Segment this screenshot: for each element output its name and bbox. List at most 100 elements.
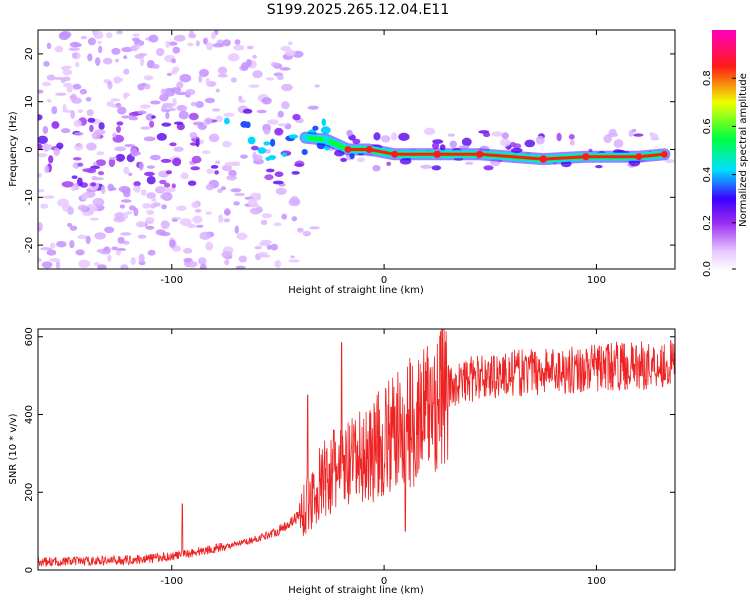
heatmap-cell <box>176 205 187 211</box>
top-y-tick-label: 10 <box>24 95 35 108</box>
heatmap-cell <box>38 189 45 193</box>
heatmap-cell <box>123 68 130 75</box>
heatmap-cell <box>77 162 84 167</box>
top-x-tick-label: 100 <box>587 275 606 286</box>
heatmap-cell <box>110 98 121 102</box>
heatmap-cell <box>92 197 105 207</box>
heatmap-cell <box>113 217 126 223</box>
heatmap-cell <box>277 110 284 118</box>
heatmap-cell <box>72 42 82 48</box>
heatmap-cell <box>176 81 184 89</box>
heatmap-cell <box>146 165 155 169</box>
heatmap-area <box>38 30 675 269</box>
heatmap-cell <box>648 132 655 137</box>
heatmap-cell <box>171 183 176 189</box>
heatmap-cell <box>272 180 284 185</box>
heatmap-cell <box>270 138 276 147</box>
heatmap-cell <box>240 62 249 71</box>
heatmap-cell <box>632 128 637 133</box>
heatmap-cell <box>500 138 511 147</box>
heatmap-cell <box>281 101 290 110</box>
heatmap-cell <box>71 97 82 104</box>
heatmap-cell <box>205 184 214 191</box>
heatmap-cell <box>247 136 256 145</box>
heatmap-cell <box>307 105 319 110</box>
heatmap-cell <box>69 240 75 249</box>
heatmap-cell <box>449 140 457 148</box>
heatmap-cell <box>51 106 58 115</box>
heatmap-cell <box>390 132 398 141</box>
heatmap-cell <box>40 247 52 251</box>
heatmap-cell <box>85 235 91 245</box>
heatmap-cell <box>222 140 232 148</box>
heatmap-cell <box>264 148 272 154</box>
heatmap-cell <box>38 135 48 144</box>
heatmap-cell <box>115 102 122 108</box>
heatmap-cell <box>250 145 259 151</box>
heatmap-point <box>661 150 668 158</box>
heatmap-cell <box>320 126 331 135</box>
heatmap-cell <box>133 181 141 187</box>
heatmap-cell <box>160 193 172 200</box>
heatmap-cell <box>233 44 245 51</box>
heatmap-cell <box>118 185 131 193</box>
heatmap-cell <box>107 183 114 192</box>
heatmap-cell <box>266 244 272 250</box>
heatmap-cell <box>117 236 125 244</box>
heatmap-cell <box>75 61 80 68</box>
heatmap-cell <box>80 192 88 201</box>
heatmap-cell <box>146 176 156 185</box>
heatmap-cell <box>206 42 214 51</box>
heatmap-cell <box>151 197 157 202</box>
heatmap-cell <box>280 45 291 52</box>
heatmap-cell <box>291 171 300 175</box>
heatmap-cell <box>165 40 170 49</box>
heatmap-cell <box>130 257 136 265</box>
top-y-tick-label: -20 <box>24 237 35 253</box>
heatmap-cell <box>248 84 260 88</box>
colorbar-tick-label: 0.8 <box>702 70 713 86</box>
heatmap-cell <box>227 53 240 62</box>
heatmap-cell <box>386 161 392 166</box>
heatmap-cell <box>141 82 147 86</box>
heatmap-cell <box>150 100 161 105</box>
heatmap-cell <box>168 107 177 112</box>
heatmap-cell <box>234 39 241 45</box>
heatmap-cell <box>160 158 172 163</box>
heatmap-cell <box>56 142 64 150</box>
heatmap-cell <box>217 188 223 194</box>
heatmap-cell <box>205 77 210 86</box>
heatmap-cell <box>156 133 167 141</box>
heatmap-cell <box>44 144 52 149</box>
heatmap-cell <box>150 154 161 161</box>
heatmap-cell <box>90 182 97 187</box>
heatmap-cell <box>173 146 184 152</box>
heatmap-cell <box>569 139 575 146</box>
heatmap-cell <box>239 99 246 104</box>
heatmap-cell <box>524 139 536 148</box>
heatmap-cell <box>203 37 208 45</box>
heatmap-cell <box>461 137 472 147</box>
heatmap-point <box>302 134 309 141</box>
heatmap-cell <box>165 112 170 120</box>
heatmap-cell <box>246 45 254 50</box>
heatmap-cell <box>264 174 274 181</box>
snr-line <box>38 329 675 567</box>
heatmap-cell <box>43 61 50 67</box>
heatmap-cell <box>297 227 304 233</box>
heatmap-cell <box>135 221 146 228</box>
heatmap-cell <box>172 98 177 106</box>
heatmap-cell <box>265 77 275 81</box>
heatmap-cell <box>108 158 116 168</box>
heatmap-cell <box>233 201 240 206</box>
heatmap-cell <box>171 218 178 222</box>
heatmap-cell <box>198 257 207 265</box>
heatmap-cell <box>154 186 166 194</box>
heatmap-cell <box>294 163 304 167</box>
heatmap-cell <box>62 76 71 82</box>
heatmap-cell <box>270 243 279 251</box>
heatmap-cell <box>221 251 233 259</box>
heatmap-cell <box>266 168 275 173</box>
heatmap-cell <box>106 81 112 85</box>
